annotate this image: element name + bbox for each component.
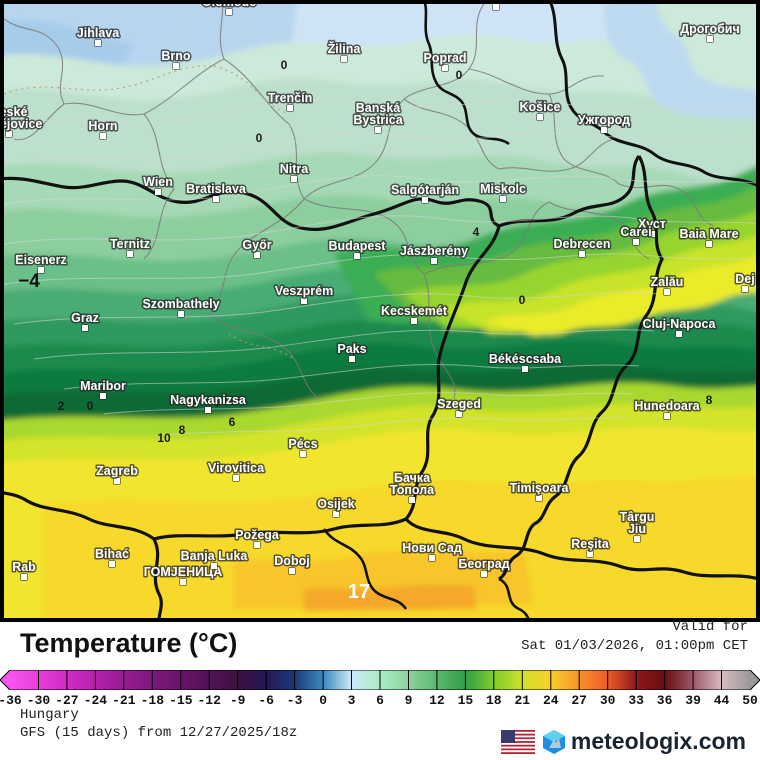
svg-text:Baia Mare: Baia Mare — [679, 227, 738, 241]
svg-text:Jihlava: Jihlava — [77, 26, 120, 40]
svg-text:Žilina: Žilina — [328, 41, 362, 56]
svg-text:Požega: Požega — [235, 528, 280, 542]
svg-text:Budapest: Budapest — [329, 239, 387, 253]
svg-text:Olomouc: Olomouc — [202, 4, 256, 9]
svg-text:Doboj: Doboj — [274, 554, 309, 568]
svg-text:Kecskemét: Kecskemét — [381, 304, 448, 318]
svg-text:Топола: Топола — [390, 483, 435, 497]
svg-text:Poprad: Poprad — [423, 51, 466, 65]
svg-text:Hunedoara: Hunedoara — [634, 399, 700, 413]
svg-text:10: 10 — [157, 431, 171, 445]
svg-text:Bratislava: Bratislava — [186, 182, 247, 196]
svg-text:8: 8 — [179, 423, 186, 437]
svg-text:Carei: Carei — [620, 225, 651, 239]
svg-text:Eisenerz: Eisenerz — [15, 253, 66, 267]
svg-text:Reşita: Reşita — [571, 537, 610, 551]
svg-text:Нови Сад: Нови Сад — [402, 541, 462, 555]
svg-text:Pécs: Pécs — [288, 437, 317, 451]
svg-text:Timişoara: Timişoara — [510, 481, 570, 495]
svg-text:Ужгород: Ужгород — [578, 113, 630, 127]
svg-text:Dej: Dej — [735, 272, 754, 286]
svg-text:Nitra: Nitra — [280, 162, 310, 176]
svg-text:6: 6 — [229, 415, 236, 429]
svg-text:Miskolc: Miskolc — [480, 182, 526, 196]
svg-text:Salgótarján: Salgótarján — [391, 183, 459, 197]
svg-text:Cluj-Napoca: Cluj-Napoca — [643, 317, 717, 331]
svg-text:Szeged: Szeged — [437, 397, 481, 411]
svg-text:Zagreb: Zagreb — [96, 464, 138, 478]
svg-text:8: 8 — [706, 393, 713, 407]
svg-text:Београд: Београд — [458, 557, 509, 571]
svg-text:17: 17 — [348, 581, 370, 603]
svg-text:Ternitz: Ternitz — [110, 237, 150, 251]
svg-text:Osijek: Osijek — [317, 497, 355, 511]
svg-text:0: 0 — [519, 293, 526, 307]
svg-text:4: 4 — [473, 225, 480, 239]
svg-text:Debrecen: Debrecen — [554, 237, 611, 251]
svg-text:Maribor: Maribor — [80, 379, 126, 393]
svg-text:Paks: Paks — [337, 342, 366, 356]
svg-text:Horn: Horn — [88, 119, 117, 133]
svg-text:Budějovice: Budějovice — [4, 117, 42, 131]
svg-text:Jiu: Jiu — [628, 522, 646, 536]
svg-text:Virovitica: Virovitica — [208, 461, 265, 475]
svg-text:Szombathely: Szombathely — [142, 297, 219, 311]
svg-text:Košice: Košice — [520, 100, 561, 114]
svg-text:Дрогобич: Дрогобич — [680, 22, 740, 36]
svg-text:Békéscsaba: Békéscsaba — [489, 352, 562, 366]
svg-text:Veszprém: Veszprém — [275, 284, 333, 298]
svg-text:Zalău: Zalău — [651, 275, 684, 289]
svg-text:ГОМЈЕНИЦА: ГОМЈЕНИЦА — [144, 565, 223, 579]
svg-text:0: 0 — [87, 399, 94, 413]
svg-text:2: 2 — [58, 399, 65, 413]
svg-text:Trenčín: Trenčín — [268, 91, 312, 105]
svg-text:0: 0 — [456, 68, 463, 82]
svg-text:Győr: Győr — [242, 238, 271, 252]
svg-text:Banja Luka: Banja Luka — [181, 549, 249, 563]
svg-text:Nagykanizsa: Nagykanizsa — [170, 393, 247, 407]
svg-text:Bystrica: Bystrica — [353, 113, 403, 127]
svg-text:0: 0 — [281, 58, 288, 72]
svg-text:−4: −4 — [18, 271, 40, 292]
svg-text:Brno: Brno — [161, 49, 191, 63]
svg-text:0: 0 — [256, 131, 263, 145]
svg-text:Wien: Wien — [143, 175, 173, 189]
svg-text:Jászberény: Jászberény — [400, 244, 468, 258]
svg-text:Rab: Rab — [12, 560, 36, 574]
svg-text:Bihać: Bihać — [95, 547, 129, 561]
svg-text:Graz: Graz — [71, 311, 99, 325]
